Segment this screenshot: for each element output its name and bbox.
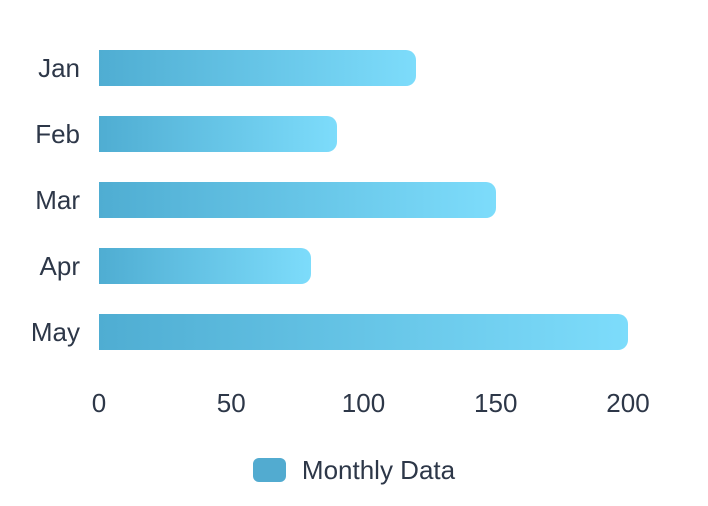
- legend-label: Monthly Data: [301, 455, 456, 485]
- category-label: Apr: [39, 251, 80, 281]
- bar-mar[interactable]: [99, 182, 496, 218]
- plot-area: Jan Feb Mar Apr May: [0, 35, 708, 365]
- bar-apr[interactable]: [99, 248, 311, 284]
- bar-row: May: [0, 299, 708, 365]
- bar-feb[interactable]: [99, 116, 337, 152]
- x-axis: 0 50 100 150 200: [0, 389, 708, 417]
- bar-may[interactable]: [99, 314, 628, 350]
- bar-row: Jan: [0, 35, 708, 101]
- x-tick-label: 150: [474, 388, 518, 418]
- bar-row: Mar: [0, 167, 708, 233]
- bar-row: Apr: [0, 233, 708, 299]
- x-tick-label: 0: [91, 388, 107, 418]
- category-label: May: [30, 317, 80, 347]
- x-tick-label: 100: [341, 388, 386, 418]
- bar-row: Feb: [0, 101, 708, 167]
- x-tick-label: 200: [606, 388, 650, 418]
- category-label: Mar: [35, 185, 80, 215]
- category-label: Feb: [35, 119, 80, 149]
- legend-item-monthly-data[interactable]: Monthly Data: [0, 455, 708, 485]
- legend-swatch: [252, 458, 286, 482]
- category-label: Jan: [38, 53, 80, 83]
- bar-jan[interactable]: [99, 50, 416, 86]
- x-tick-label: 50: [216, 388, 246, 418]
